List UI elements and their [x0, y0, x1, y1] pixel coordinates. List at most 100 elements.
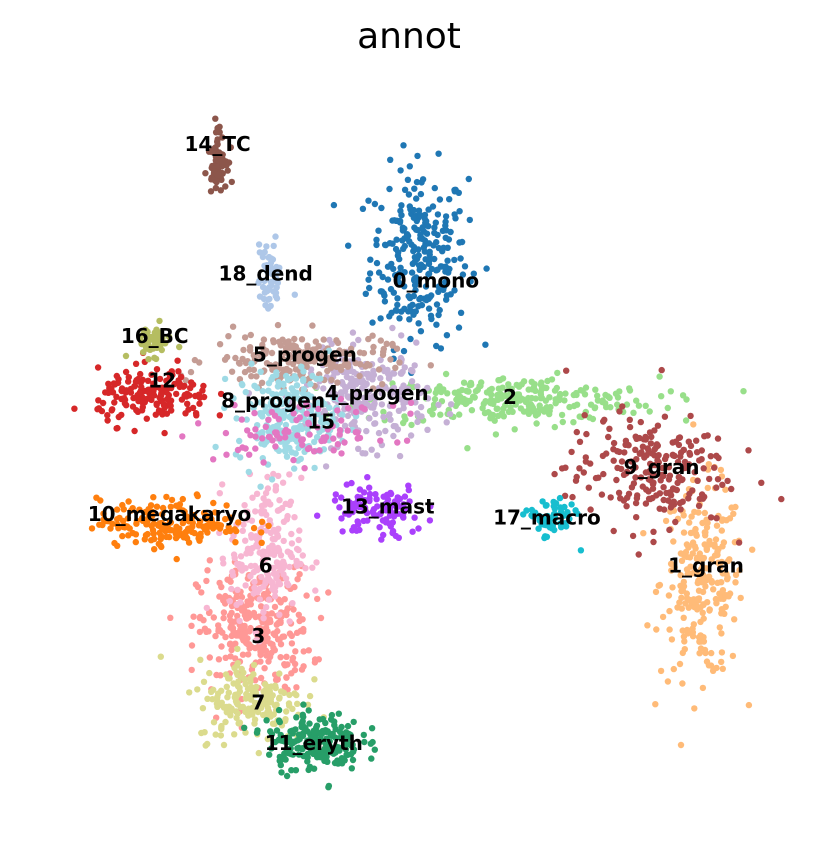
point-10_megakaryo	[119, 523, 127, 531]
point-0_mono	[433, 301, 441, 308]
point-4_progen	[345, 394, 352, 401]
point-0_mono	[416, 296, 423, 303]
point-10_megakaryo	[151, 546, 158, 553]
point-2	[683, 396, 690, 403]
point-7	[204, 695, 211, 702]
cluster-label-8_progen: 8_progen	[221, 389, 325, 413]
point-15	[338, 450, 345, 457]
point-5_progen	[279, 355, 287, 362]
cluster-label-9_gran: 9_gran	[624, 455, 700, 479]
point-11_eryth	[345, 734, 352, 742]
point-13_mast	[405, 486, 412, 494]
point-17_macro	[550, 502, 557, 510]
point-3	[283, 674, 290, 681]
point-9_gran	[658, 471, 666, 479]
cluster-label-5_progen: 5_progen	[253, 343, 357, 367]
point-12	[158, 384, 166, 391]
point-8_progen	[268, 476, 276, 483]
point-8_progen	[317, 375, 324, 382]
point-9_gran	[642, 500, 650, 507]
point-0_mono	[390, 265, 397, 273]
point-10_megakaryo	[232, 539, 239, 546]
point-2	[511, 396, 519, 403]
point-1_gran	[691, 508, 698, 516]
point-6	[276, 611, 283, 618]
point-18_dend	[261, 289, 269, 296]
point-0_mono	[387, 285, 395, 293]
point-3	[277, 599, 284, 606]
point-1_gran	[666, 607, 673, 615]
point-0_mono	[425, 260, 433, 267]
point-13_mast	[427, 503, 434, 510]
point-11_eryth	[266, 751, 273, 758]
point-4_progen	[447, 401, 455, 408]
point-3	[262, 647, 270, 654]
point-5_progen	[263, 360, 271, 367]
point-11_eryth	[281, 750, 288, 757]
point-15	[276, 435, 283, 442]
point-7	[248, 683, 255, 691]
point-1_gran	[711, 543, 718, 550]
point-3	[292, 648, 299, 655]
point-12	[148, 371, 155, 378]
point-0_mono	[412, 286, 419, 294]
point-15	[247, 432, 254, 439]
point-9_gran	[696, 457, 703, 464]
point-0_mono	[470, 270, 477, 277]
point-6	[252, 629, 259, 636]
point-11_eryth	[293, 714, 300, 721]
point-3	[261, 665, 268, 672]
point-5_progen	[292, 343, 299, 350]
point-0_mono	[426, 255, 433, 262]
point-2	[520, 408, 528, 415]
point-9_gran	[691, 469, 698, 476]
point-11_eryth	[289, 727, 296, 734]
point-9_gran	[620, 497, 628, 504]
point-9_gran	[714, 435, 722, 442]
point-6	[286, 563, 293, 571]
point-4_progen	[446, 410, 454, 418]
point-8_progen	[300, 386, 307, 393]
point-9_gran	[655, 452, 662, 459]
point-0_mono	[397, 264, 404, 271]
point-13_mast	[388, 511, 396, 518]
point-13_mast	[371, 512, 379, 519]
point-1_gran	[691, 543, 699, 550]
point-9_gran	[677, 449, 685, 456]
point-0_mono	[394, 301, 401, 309]
point-11_eryth	[299, 745, 306, 752]
point-2	[513, 381, 520, 389]
point-0_mono	[432, 219, 439, 226]
point-6	[242, 582, 249, 589]
point-13_mast	[384, 500, 391, 507]
point-6	[277, 552, 285, 559]
point-5_progen	[277, 342, 284, 349]
point-2	[552, 396, 559, 403]
cluster-label-1_gran: 1_gran	[668, 554, 744, 578]
point-1_gran	[728, 504, 735, 511]
series-18_dend	[255, 233, 298, 312]
point-12	[161, 404, 168, 411]
point-5_progen	[369, 332, 376, 339]
point-8_progen	[311, 438, 318, 446]
cluster-label-18_dend: 18_dend	[219, 261, 313, 285]
point-2	[531, 407, 538, 414]
point-2	[633, 397, 640, 404]
point-3	[203, 577, 210, 585]
point-1_gran	[716, 590, 723, 597]
point-1_gran	[686, 554, 694, 561]
point-5_progen	[392, 364, 399, 371]
point-2	[658, 393, 665, 400]
point-2	[551, 423, 558, 431]
point-9_gran	[665, 464, 673, 471]
point-13_mast	[373, 496, 380, 503]
point-14_TC	[208, 174, 215, 181]
point-0_mono	[442, 222, 449, 229]
point-3	[226, 641, 234, 648]
point-2	[635, 402, 643, 409]
point-6	[249, 494, 256, 501]
point-2	[532, 395, 539, 402]
point-0_mono	[457, 309, 465, 316]
point-0_mono	[436, 306, 443, 314]
point-4_progen	[347, 381, 354, 388]
